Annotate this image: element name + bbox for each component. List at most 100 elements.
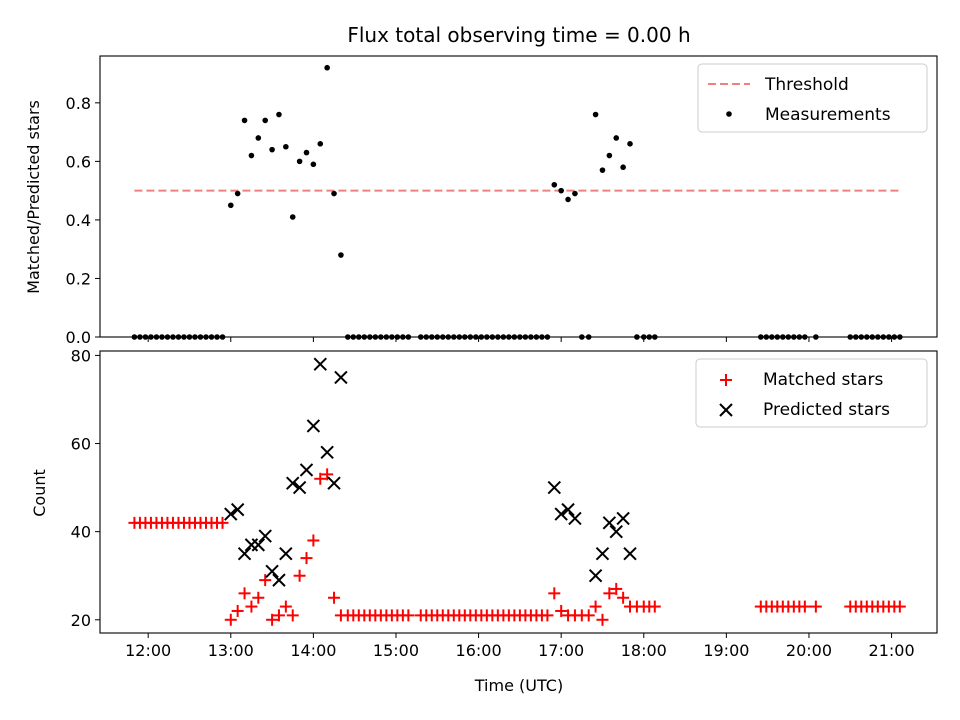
predicted-point — [561, 502, 575, 517]
predicted-point — [554, 507, 568, 521]
matched-point — [314, 472, 327, 485]
bottom-xtick-label: 18:00 — [621, 641, 667, 660]
predicted-point — [272, 573, 286, 587]
predicted-point-d2 — [230, 502, 245, 517]
bottom-xtick-label: 17:00 — [538, 641, 584, 660]
matched-point — [238, 587, 251, 600]
bottom-axes-frame — [99, 350, 938, 634]
threshold-legend-label: Threshold — [764, 75, 849, 95]
bottom-xlabel: Time (UTC) — [474, 676, 563, 695]
matched-point — [216, 516, 229, 529]
predicted-point-d2 — [292, 480, 307, 495]
predicted-point — [279, 546, 293, 561]
predicted-point-d2 — [547, 480, 561, 495]
measurement-point — [227, 202, 234, 209]
matched-point — [279, 600, 292, 613]
matched-point — [541, 609, 554, 622]
predicted-point-d2 — [251, 538, 266, 552]
bottom-xtick-label: 12:00 — [125, 641, 171, 660]
top-title: Flux total observing time = 0.00 h — [347, 23, 690, 47]
bottom-ylabel: Count — [30, 469, 49, 517]
measurement-point — [241, 117, 248, 124]
predicted-point — [299, 463, 314, 477]
matched-point — [245, 600, 258, 613]
top-ytick-label: 0.4 — [66, 211, 91, 230]
matched-point — [582, 609, 595, 622]
bottom-xtick-label: 21:00 — [869, 641, 915, 660]
top-legend: Threshold Measurements — [697, 63, 928, 133]
matched-point — [798, 600, 811, 613]
predicted-point — [547, 480, 561, 495]
matched-point — [266, 613, 279, 626]
measurement-point — [283, 143, 289, 150]
matched-point — [548, 587, 561, 600]
predicted-point — [265, 564, 279, 579]
bottom-xtick-label: 13:00 — [208, 641, 254, 660]
matched-point — [272, 609, 285, 622]
predicted-point — [292, 480, 307, 495]
bottom-ytick-label: 40 — [71, 523, 91, 542]
predicted-point-d2 — [320, 445, 334, 460]
predicted-point-d2 — [327, 476, 341, 490]
predicted-point-d2 — [237, 546, 252, 561]
measurement-point — [262, 117, 268, 124]
predicted-point — [602, 516, 617, 530]
measurement-point — [606, 152, 613, 159]
top-plot-area: 0.0 0.2 0.4 0.6 0.8 — [66, 64, 903, 347]
predicted-point — [251, 538, 266, 552]
predicted-point-d2 — [616, 511, 630, 526]
measurement-point — [331, 190, 337, 197]
matched-point — [328, 591, 341, 604]
bottom-legend-box — [695, 358, 928, 428]
matched-point — [402, 609, 415, 622]
predicted-point — [609, 524, 623, 539]
measurement-point — [317, 141, 324, 147]
predicted-point-d2 — [272, 573, 286, 587]
measurement-point — [276, 111, 282, 118]
bottom-plot-area: 12:00 13:00 14:00 15:00 16:00 17:00 18:00 19:00… — [71, 346, 915, 660]
predicted-point-d2 — [568, 511, 582, 526]
top-ytick-label: 0.8 — [66, 94, 91, 113]
predicted-point — [313, 357, 327, 371]
measurements-legend-label: Measurements — [765, 105, 891, 125]
predicted-point — [230, 502, 245, 517]
predicted-legend-label: Predicted stars — [763, 400, 890, 420]
measurement-point — [338, 252, 344, 258]
measurement-point — [269, 146, 275, 153]
predicted-point-d2 — [258, 529, 272, 543]
bottom-xtick-label: 20:00 — [786, 641, 832, 660]
matched-point — [231, 604, 244, 617]
bottom-ytick-label: 20 — [71, 611, 91, 630]
predicted-point-d2 — [554, 507, 568, 521]
measurement-point — [613, 135, 620, 141]
matched-point — [224, 613, 237, 626]
measurement-point — [558, 187, 564, 194]
matched-point — [307, 534, 320, 547]
predicted-point-d2 — [595, 546, 610, 561]
predicted-point-d2 — [265, 564, 279, 579]
predicted-point — [588, 569, 603, 583]
matched-point — [259, 574, 272, 587]
measurement-point — [289, 214, 296, 220]
measurement-point — [296, 158, 303, 165]
top-ytick-label: 0.0 — [66, 328, 91, 347]
predicted-point — [320, 445, 334, 460]
predicted-point — [306, 419, 321, 433]
measurement-point — [620, 164, 626, 171]
measurement-point — [324, 64, 330, 71]
top-ylabel: Matched/Predicted stars — [24, 100, 43, 294]
matched-point — [589, 600, 602, 613]
predicted-point-d2 — [609, 524, 623, 539]
matched-point — [893, 600, 906, 613]
measurement-point — [551, 181, 558, 188]
predicted-legend-swatch — [719, 403, 733, 417]
measurement-point — [248, 152, 255, 159]
measurement-point — [592, 111, 599, 118]
predicted-point — [224, 507, 238, 521]
matched-point — [300, 552, 313, 565]
top-ytick-label: 0.6 — [66, 152, 91, 171]
measurement-point — [310, 161, 317, 168]
bottom-xtick-label: 14:00 — [290, 641, 336, 660]
predicted-point — [334, 370, 348, 385]
